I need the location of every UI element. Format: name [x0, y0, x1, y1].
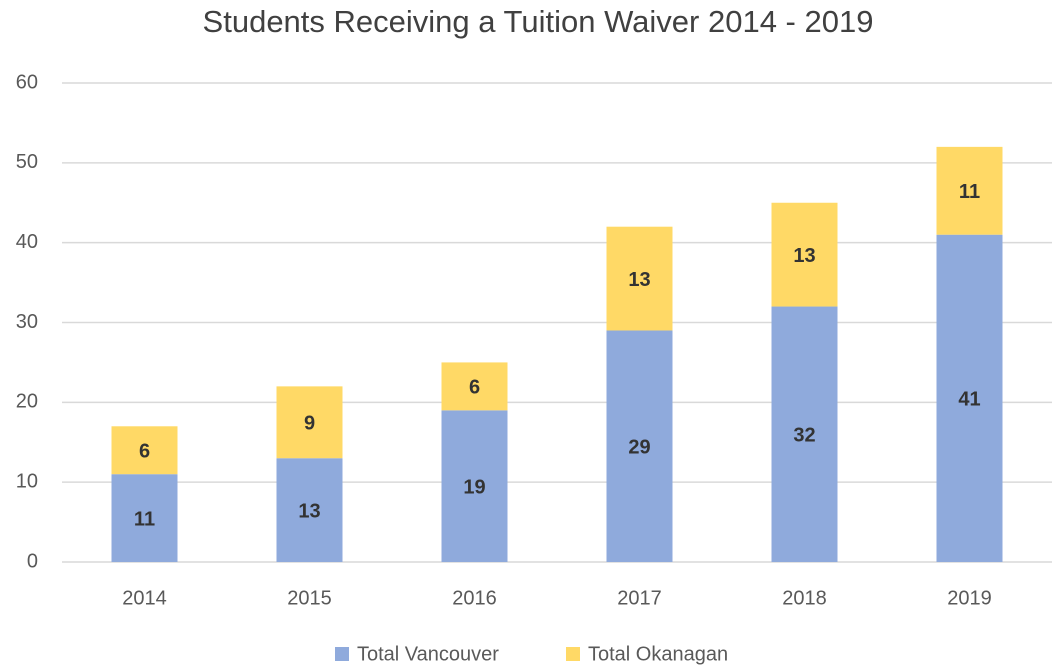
y-tick-label: 60 — [16, 71, 38, 93]
bar-segment — [276, 386, 343, 459]
bar-segment — [441, 410, 508, 562]
data-label: 9 — [304, 413, 315, 435]
y-tick-label: 20 — [16, 391, 38, 413]
data-label: 13 — [298, 500, 320, 522]
data-label: 6 — [469, 377, 480, 399]
chart-title: Students Receiving a Tuition Waiver 2014… — [203, 4, 874, 39]
bar-segment — [606, 226, 673, 331]
legend-label: Total Vancouver — [357, 643, 499, 665]
x-tick-label: 2017 — [617, 587, 662, 609]
bar-segment — [771, 202, 838, 307]
legend-swatch — [566, 647, 580, 661]
bar-segment — [441, 362, 508, 411]
legend-label: Total Okanagan — [588, 643, 728, 665]
y-tick-label: 50 — [16, 151, 38, 173]
bar-segment — [111, 474, 178, 562]
y-tick-label: 30 — [16, 311, 38, 333]
bar-segment — [936, 146, 1003, 235]
bar-segment — [276, 458, 343, 562]
data-label: 19 — [463, 476, 485, 498]
x-tick-label: 2019 — [947, 587, 992, 609]
data-label: 13 — [793, 245, 815, 267]
data-label: 11 — [959, 181, 980, 203]
bar-segment — [936, 234, 1003, 562]
data-label: 6 — [139, 441, 150, 463]
bar-segment — [606, 330, 673, 562]
y-tick-label: 40 — [16, 231, 38, 253]
bar-segment — [771, 306, 838, 562]
x-tick-label: 2016 — [452, 587, 497, 609]
x-tick-label: 2014 — [122, 587, 167, 609]
legend-swatch — [335, 647, 349, 661]
bar-segment — [111, 426, 178, 475]
x-tick-label: 2018 — [782, 587, 827, 609]
y-tick-label: 10 — [16, 470, 38, 492]
data-label: 29 — [628, 437, 650, 459]
data-label: 11 — [134, 508, 155, 530]
data-label: 13 — [628, 269, 650, 291]
x-tick-label: 2015 — [287, 587, 332, 609]
data-label: 32 — [793, 425, 815, 447]
y-tick-label: 0 — [27, 550, 38, 572]
data-label: 41 — [958, 389, 980, 411]
